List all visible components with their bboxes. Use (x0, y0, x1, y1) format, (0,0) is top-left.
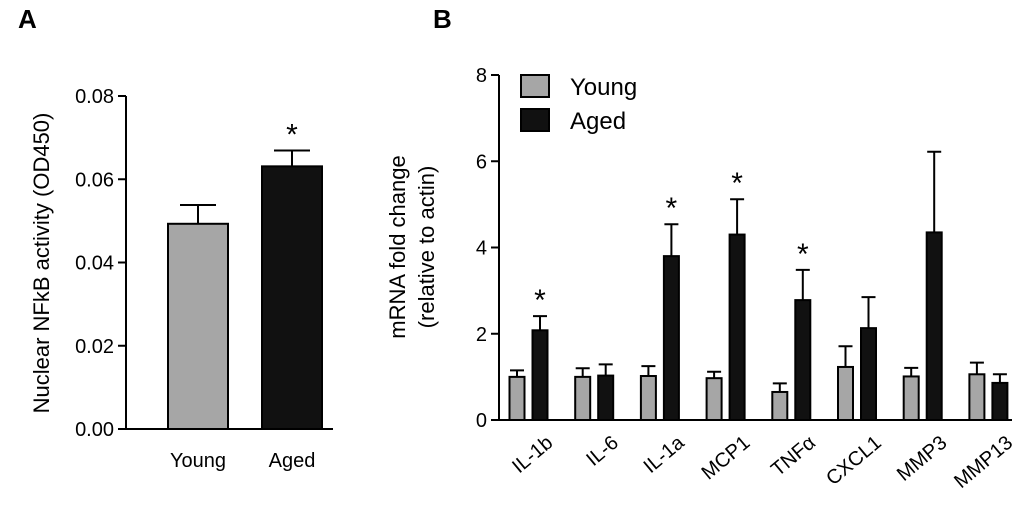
error-bar-aged-cxcl1 (861, 296, 876, 329)
significance-marker: * (797, 238, 809, 271)
panel-b-legend: Young Aged (520, 74, 637, 135)
bar-young-mmp13 (968, 373, 986, 422)
error-bar-aged-il-6 (598, 363, 613, 376)
error-bar-young-il-6 (575, 367, 590, 377)
panel-b-x-tick-label: MCP1 (698, 432, 755, 485)
error-bar-young-mmp3 (904, 366, 919, 377)
bar-aged-il-1a (662, 255, 680, 421)
error-bar-aged-tnfα (795, 268, 810, 301)
panel-b-y-axis-subtitle: (relative to actin) (414, 166, 439, 329)
legend-label-aged: Aged (570, 108, 626, 135)
panel-b-y-tick-label: 2 (476, 324, 487, 346)
error-bar-young-mmp13 (969, 361, 984, 375)
bar-young-il-1b (508, 375, 526, 421)
legend-label-young: Young (570, 74, 637, 101)
error-bar-young-il-1a (641, 365, 656, 377)
bar-young-cxcl1 (837, 365, 854, 421)
panel-b-x-tick-label: MMP3 (893, 432, 951, 486)
panel-b-x-tick-label: CXCL1 (822, 432, 886, 490)
bar-aged (261, 165, 323, 430)
panel-a-label: A (18, 4, 37, 34)
panel-b-x-tick-label: TNFα (767, 432, 820, 481)
error-bar-young-mcp1 (707, 370, 722, 379)
bar-young-mmp3 (902, 375, 920, 422)
bar-young-tnfα (771, 390, 789, 421)
bar-aged-il-1b (531, 329, 549, 421)
error-bar-young-tnfα (772, 382, 787, 392)
bar-aged-tnfα (794, 299, 812, 421)
significance-marker: * (731, 167, 743, 200)
panel-a-y-tick-label: 0.00 (75, 419, 114, 441)
bar-aged-mmp13 (991, 381, 1009, 422)
bar-aged-cxcl1 (860, 327, 877, 421)
legend-swatch-aged (520, 108, 550, 132)
panel-a-y-tick-label: 0.04 (75, 253, 114, 275)
error-bar-young-cxcl1 (838, 345, 853, 367)
error-bar-aged-mmp13 (992, 373, 1007, 383)
error-bar-aged-mcp1 (730, 198, 745, 235)
panel-b-y-tick-label: 8 (476, 65, 487, 87)
panel-b-y-tick-label: 4 (476, 238, 487, 260)
bar-young-il-6 (574, 375, 592, 421)
error-bar-young (180, 204, 216, 224)
bar-aged-mmp3 (925, 231, 943, 421)
panel-b-y-axis-title: mRNA fold change (385, 155, 410, 338)
error-bar-aged (274, 149, 310, 167)
legend-swatch-young (520, 74, 550, 98)
bar-young-mcp1 (705, 377, 723, 422)
significance-marker: * (666, 192, 678, 225)
significance-marker: * (534, 284, 546, 317)
panel-b-x-tick-label: IL-6 (582, 432, 623, 471)
panel-a-x-tick-label: Young (170, 450, 226, 472)
panel-b-x-tick-label: MMP13 (950, 432, 1017, 493)
bar-aged-mcp1 (728, 233, 746, 421)
panel-b-y-tick-label: 6 (476, 151, 487, 173)
error-bar-aged-il-1b (533, 315, 547, 331)
panel-a-y-axis-title: Nuclear NFkB activity (OD450) (29, 113, 54, 414)
error-bar-aged-il-1a (664, 223, 679, 257)
panel-b: B mRNA fold change (relative to actin) 0… (385, 4, 1017, 493)
bar-young-il-1a (639, 375, 657, 422)
panel-b-y-tick-label: 0 (476, 410, 487, 432)
panel-a-y-tick-label: 0.02 (75, 336, 114, 358)
panel-b-x-tick-label: IL-1b (508, 432, 557, 478)
bar-aged-il-6 (597, 374, 615, 421)
error-bar-aged-mmp3 (927, 150, 942, 233)
panel-a-y-tick-label: 0.06 (75, 169, 114, 191)
panel-b-label: B (433, 4, 452, 34)
significance-marker: * (286, 119, 298, 152)
bar-young (167, 222, 229, 430)
panel-a-x-tick-label: Aged (269, 450, 316, 472)
error-bar-young-il-1b (510, 369, 524, 377)
panel-a-y-tick-label: 0.08 (75, 86, 114, 108)
panel-a: A Nuclear NFkB activity (OD450) 0.00 0.02… (18, 4, 333, 472)
panel-b-x-tick-label: IL-1a (640, 431, 690, 478)
